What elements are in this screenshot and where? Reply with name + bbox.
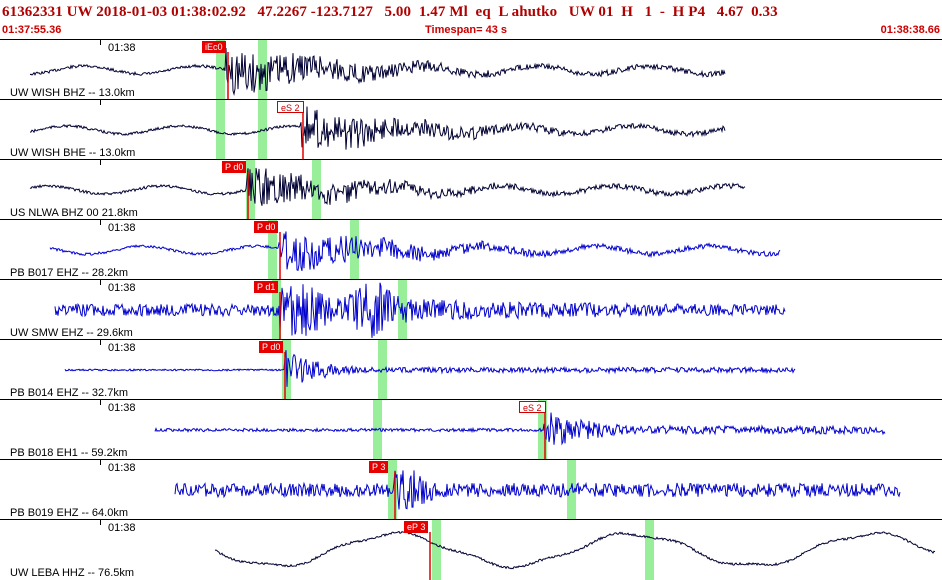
trace-row[interactable]: P d0 US NLWA BHZ 00 21.8km [0, 159, 942, 220]
pick-window [432, 520, 441, 580]
trace-row[interactable]: 01:38 iEc0 UW WISH BHZ -- 13.0km [0, 39, 942, 100]
pick-window [216, 100, 225, 160]
phase-pick-label[interactable]: P d0 [254, 221, 279, 233]
timespan-label: Timespan= 43 s [425, 24, 508, 36]
event-title: 61362331 UW 2018-01-03 01:38:02.92 47.22… [2, 4, 778, 20]
seismic-waveform [214, 530, 936, 570]
trace-row[interactable]: 01:38 eP 3 UW LEBA HHZ -- 76.5km [0, 519, 942, 580]
phase-pick-label[interactable]: P d0 [222, 161, 247, 173]
start-time: 01:37:55.36 [2, 24, 62, 36]
seismic-waveform [29, 47, 726, 96]
event-header: 61362331 UW 2018-01-03 01:38:02.92 47.22… [0, 0, 942, 38]
minute-tick [100, 400, 101, 405]
seismic-waveform [29, 167, 746, 206]
seismic-waveform [49, 231, 781, 272]
trace-row[interactable]: 01:38 P d0 PB B017 EHZ -- 28.2km [0, 219, 942, 280]
station-label: PB B019 EHZ -- 64.0km [10, 507, 128, 519]
pick-window [645, 520, 654, 580]
waveform-plot [214, 520, 936, 580]
minute-tick [100, 100, 101, 105]
pick-window [388, 460, 397, 520]
seismic-waveform [64, 350, 796, 387]
minute-label: 01:38 [108, 342, 136, 354]
waveform-plot [154, 400, 886, 460]
phase-pick-label[interactable]: eS 2 [519, 401, 546, 413]
phase-pick-label[interactable]: P 3 [369, 461, 389, 473]
trace-row[interactable]: 01:38 P 3 PB B019 EHZ -- 64.0km [0, 459, 942, 520]
station-label: PB B014 EHZ -- 32.7km [10, 387, 128, 399]
minute-tick [100, 160, 101, 165]
minute-label: 01:38 [108, 522, 136, 534]
station-label: UW SMW EHZ -- 29.6km [10, 327, 133, 339]
station-label: UW LEBA HHZ -- 76.5km [10, 567, 135, 579]
waveform-plot [64, 340, 796, 400]
station-label: PB B017 EHZ -- 28.2km [10, 267, 128, 279]
phase-pick-label[interactable]: iEc0 [202, 41, 226, 53]
station-label: PB B018 EH1 -- 59.2km [10, 447, 128, 459]
waveform-plot [174, 460, 901, 520]
phase-pick-label[interactable]: eP 3 [404, 521, 429, 533]
minute-label: 01:38 [108, 402, 136, 414]
station-label: UW WISH BHZ -- 13.0km [10, 87, 135, 99]
seismic-waveform [154, 412, 886, 446]
seismic-waveform [174, 470, 901, 510]
trace-row[interactable]: 01:38 eS 2 PB B018 EH1 -- 59.2km [0, 399, 942, 460]
seismic-waveform [54, 282, 786, 338]
minute-tick [100, 40, 101, 45]
pick-window [350, 220, 359, 280]
minute-tick [100, 280, 101, 285]
minute-label: 01:38 [108, 462, 136, 474]
minute-label: 01:38 [108, 42, 136, 54]
minute-tick [100, 220, 101, 225]
pick-window [567, 460, 576, 520]
pick-window [312, 160, 321, 220]
station-label: US NLWA BHZ 00 21.8km [10, 207, 138, 219]
trace-row[interactable]: eS 2 UW WISH BHE -- 13.0km [0, 99, 942, 160]
minute-label: 01:38 [108, 222, 136, 234]
waveform-plot [29, 40, 726, 100]
seismic-waveform [29, 106, 726, 150]
phase-pick-label[interactable]: P d1 [254, 281, 279, 293]
phase-pick-label[interactable]: eS 2 [277, 101, 304, 113]
minute-label: 01:38 [108, 282, 136, 294]
trace-row[interactable]: 01:38 P d1 UW SMW EHZ -- 29.6km [0, 279, 942, 340]
minute-tick [100, 340, 101, 345]
phase-pick-label[interactable]: P d0 [259, 341, 284, 353]
waveform-plot [54, 280, 786, 340]
end-time: 01:38:38.66 [880, 24, 940, 36]
pick-window [268, 220, 277, 280]
waveform-plot [29, 100, 726, 160]
waveform-plot [29, 160, 746, 220]
minute-tick [100, 460, 101, 465]
trace-row[interactable]: 01:38 P d0 PB B014 EHZ -- 32.7km [0, 339, 942, 400]
pick-window [216, 40, 225, 100]
waveform-plot [49, 220, 781, 280]
minute-tick [100, 520, 101, 525]
station-label: UW WISH BHE -- 13.0km [10, 147, 136, 159]
